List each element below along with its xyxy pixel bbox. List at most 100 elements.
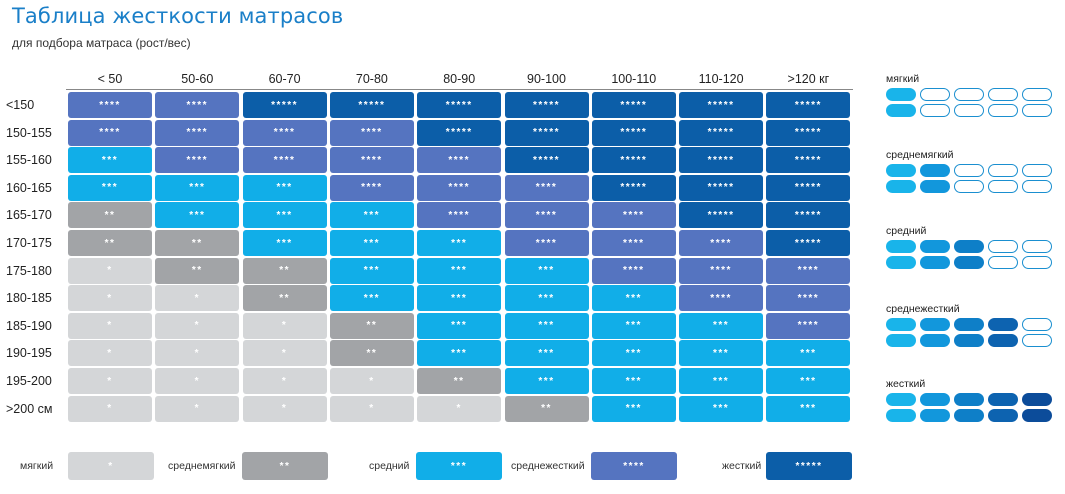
table-cell-medium: *** — [591, 285, 676, 312]
table-cell-medium: *** — [504, 257, 589, 284]
pill-empty — [1022, 240, 1052, 253]
table-cell-medium: *** — [766, 340, 851, 367]
legend-swatch-soft: * — [68, 452, 154, 480]
table-cell-medium-firm: **** — [679, 257, 764, 284]
firmness-side-legend: мягкий среднемягкий средний среднежесткий же… — [886, 72, 1061, 432]
table-cell-medium: *** — [155, 202, 240, 229]
table-cell-firm: ***** — [504, 147, 589, 174]
legend-label-medium: средний — [369, 460, 410, 472]
table-cell-firm: ***** — [679, 147, 764, 174]
table-cell-medium-firm: **** — [329, 119, 414, 146]
table-cell-soft: * — [242, 340, 327, 367]
table-cell-soft: * — [68, 368, 152, 394]
table-cell-firm: ***** — [591, 92, 676, 118]
table-cell-medium-firm: **** — [766, 312, 851, 339]
table-cell-soft: * — [329, 368, 414, 394]
table-cell-medium-soft: ** — [504, 395, 589, 422]
column-header: 110-120 — [698, 72, 744, 86]
pill-empty — [1022, 334, 1052, 347]
pill-empty — [920, 104, 950, 117]
legend-label-firm: жесткий — [722, 460, 762, 472]
pill-empty — [954, 180, 984, 193]
table-cell-medium: *** — [504, 285, 589, 312]
column-header: 60-70 — [268, 72, 301, 86]
pill-empty — [954, 104, 984, 117]
row-header: 180-185 — [6, 291, 52, 306]
table-cell-medium: *** — [591, 340, 676, 367]
table-cell-soft: * — [417, 395, 502, 422]
table-cell-firm: ***** — [766, 147, 851, 174]
table-cell-medium-firm: **** — [679, 285, 764, 312]
pill-filled — [886, 318, 916, 331]
pill-filled — [886, 164, 916, 177]
pill-empty — [954, 164, 984, 177]
table-cell-medium: *** — [591, 368, 676, 394]
pill-empty — [1022, 318, 1052, 331]
table-cell-medium-firm: **** — [504, 202, 589, 229]
table-cell-medium: *** — [242, 174, 327, 201]
table-cell-medium: *** — [504, 368, 589, 394]
table-cell-medium-soft: ** — [155, 257, 240, 284]
table-cell-firm: ***** — [591, 174, 676, 201]
table-cell-soft: * — [68, 312, 152, 339]
pill-row — [886, 180, 1061, 196]
legend-label-medium-soft: среднемягкий — [168, 460, 236, 472]
pill-row — [886, 164, 1061, 180]
table-cell-medium-soft: ** — [417, 368, 502, 394]
pill-filled — [886, 240, 916, 253]
table-cell-medium: *** — [766, 395, 851, 422]
table-cell-soft: * — [155, 312, 240, 339]
pill-filled — [988, 393, 1018, 406]
table-cell-medium-soft: ** — [329, 312, 414, 339]
pill-row — [886, 88, 1061, 104]
table-cell-medium-firm: **** — [417, 174, 502, 201]
table-cell-medium-soft: ** — [68, 230, 152, 256]
pill-filled — [920, 334, 950, 347]
pill-filled — [954, 256, 984, 269]
table-cell-medium: *** — [679, 312, 764, 339]
table-cell-medium: *** — [504, 312, 589, 339]
pill-filled — [886, 88, 916, 101]
table-cell-medium: *** — [417, 285, 502, 312]
table-cell-soft: * — [68, 285, 152, 312]
row-header: 195-200 — [6, 374, 52, 388]
table-cell-medium: *** — [417, 230, 502, 256]
table-cell-medium-firm: **** — [591, 230, 676, 256]
pill-empty — [1022, 180, 1052, 193]
table-cell-medium: *** — [591, 312, 676, 339]
table-cell-medium: *** — [679, 395, 764, 422]
pill-filled — [886, 393, 916, 406]
table-cell-medium: *** — [679, 368, 764, 394]
table-cell-soft: * — [68, 340, 152, 367]
table-cell-medium: *** — [242, 202, 327, 229]
table-cell-firm: ***** — [766, 174, 851, 201]
table-cell-soft: * — [329, 395, 414, 422]
table-cell-medium: *** — [242, 230, 327, 256]
table-cell-medium: *** — [329, 230, 414, 256]
table-cell-firm: ***** — [766, 202, 851, 229]
column-header: 80-90 — [443, 72, 476, 86]
page-subtitle: для подбора матраса (рост/вес) — [12, 36, 191, 50]
column-headers: < 50 50-60 60-70 70-80 80-90 90-100 100-110 110… — [66, 72, 853, 90]
header-divider — [66, 89, 853, 90]
row-header: 185-190 — [6, 318, 52, 333]
table-cell-medium: *** — [68, 174, 152, 201]
side-legend-firm: жесткий — [886, 377, 1061, 425]
side-legend-label: мягкий — [886, 73, 920, 85]
table-cell-firm: ***** — [417, 92, 502, 118]
table-cell-medium-firm: **** — [329, 174, 414, 201]
table-cell-medium-firm: **** — [155, 92, 240, 118]
firmness-bottom-legend: мягкий * среднемягкий ** средний *** среднежес… — [0, 452, 1065, 486]
table-cell-medium-firm: **** — [329, 147, 414, 174]
pill-filled — [886, 409, 916, 422]
pill-filled — [886, 104, 916, 117]
side-legend-label: среднемягкий — [886, 149, 954, 161]
side-legend-label: среднежесткий — [886, 303, 960, 315]
table-cell-medium-firm: **** — [504, 230, 589, 256]
side-legend-medium: средний — [886, 224, 1061, 272]
column-header: 100-110 — [611, 72, 657, 86]
table-cell-medium: *** — [766, 368, 851, 394]
pill-empty — [988, 164, 1018, 177]
table-cell-firm: ***** — [504, 92, 589, 118]
table-cell-medium-firm: **** — [242, 119, 327, 146]
